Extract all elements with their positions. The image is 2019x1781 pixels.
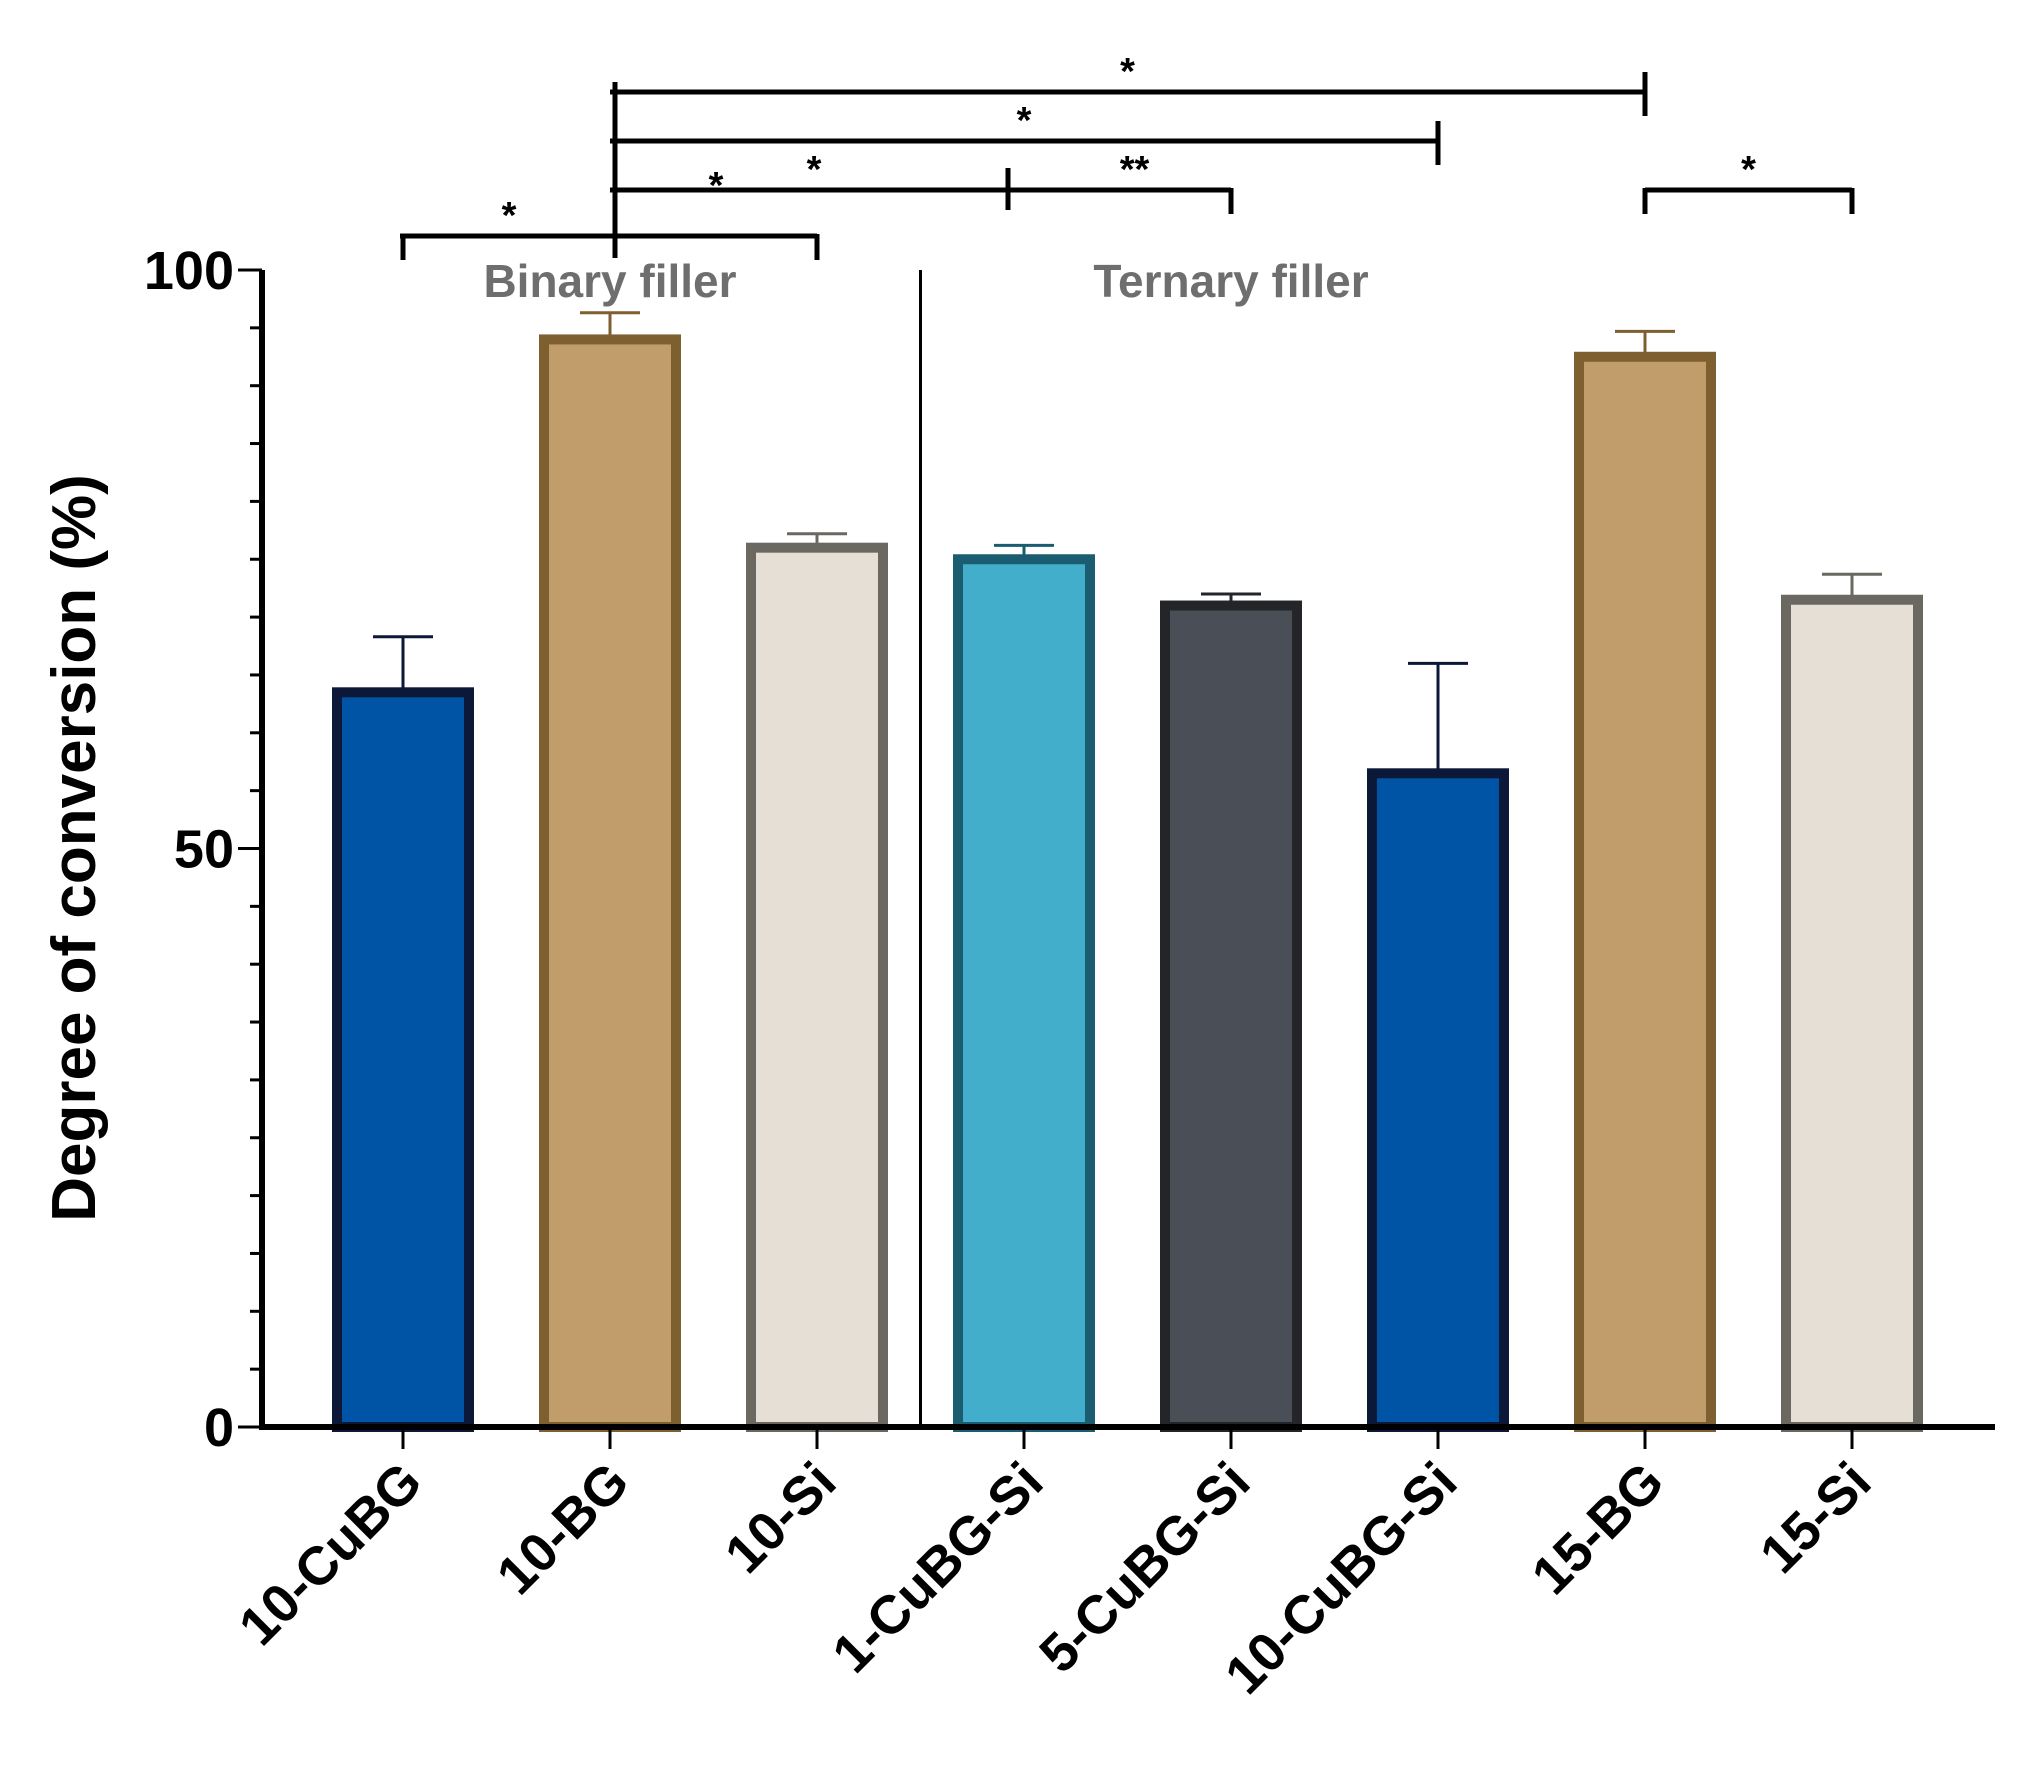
bar-10-CuBG (332, 687, 474, 1432)
x-ticks-group: 10-CuBG 10-BG 10-Si1-CuBG-Si5-CuBG-Si10-Cu… (228, 1427, 1883, 1706)
axes-group (259, 270, 1995, 1430)
bar-15-Si (1781, 594, 1923, 1432)
x-tick-label: 10-CuBG (228, 1451, 434, 1657)
bar-15-BG (1574, 351, 1716, 1432)
bar-10-Si (746, 542, 888, 1432)
significance-label: * (1741, 149, 1756, 191)
group-labels: Binary filler Ternary filler (483, 255, 1369, 1427)
x-tick-label: 1-CuBG-Si (821, 1451, 1054, 1684)
significance-label: * (1017, 100, 1032, 142)
x-tick-label: 15-BG (1521, 1451, 1676, 1606)
y-ticks-group: 0 50 100 (144, 241, 262, 1458)
y-tick-label: 50 (174, 820, 234, 880)
bar-10-BG (539, 334, 681, 1432)
bar-5-CuBG-Si (1160, 600, 1302, 1432)
bar-10-CuBG-Si (1367, 768, 1509, 1432)
error-bars-group (373, 311, 1882, 774)
y-axis-label: Degree of conversion (%) (40, 474, 109, 1222)
group-label: Binary filler (483, 255, 736, 307)
x-tick-label: 10-BG (486, 1451, 641, 1606)
group-label: Ternary filler (1093, 255, 1368, 307)
y-tick-label: 100 (144, 241, 234, 301)
significance-label: ** (1120, 149, 1150, 191)
bars-group (332, 334, 1923, 1432)
x-tick-label: 15-Si (1749, 1451, 1883, 1585)
significance-label: * (709, 165, 724, 207)
x-tick-label: 10-Si (714, 1451, 848, 1585)
significance-brackets: ** * ***** (400, 51, 1855, 260)
y-tick-label: 0 (204, 1398, 234, 1458)
significance-label: * (502, 195, 517, 237)
significance-label: * (1120, 51, 1135, 93)
significance-label: * (807, 149, 822, 191)
bar-1-CuBG-Si (953, 554, 1095, 1432)
